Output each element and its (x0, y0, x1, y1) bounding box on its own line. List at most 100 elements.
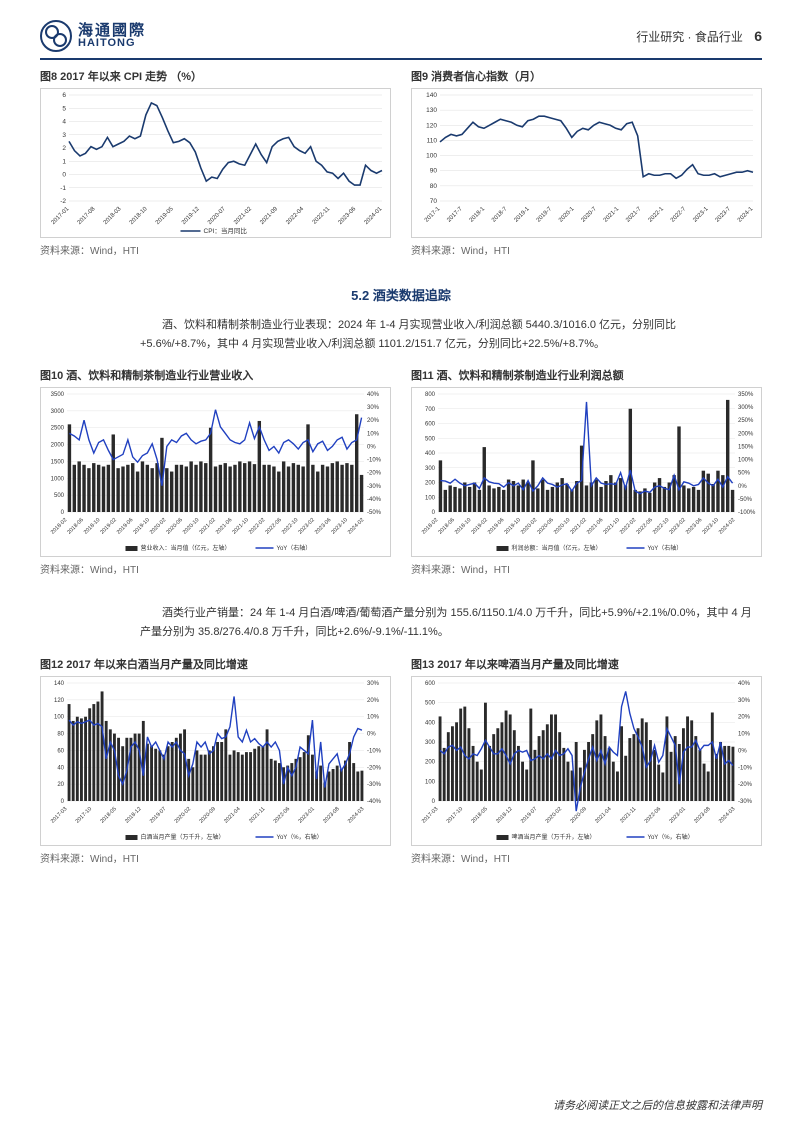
svg-text:50%: 50% (738, 471, 751, 477)
svg-text:4: 4 (62, 119, 66, 126)
svg-text:2020-02: 2020-02 (545, 806, 564, 825)
svg-text:20%: 20% (738, 714, 751, 720)
svg-text:2022-10: 2022-10 (652, 518, 671, 537)
svg-text:500: 500 (425, 437, 436, 443)
svg-text:6: 6 (62, 92, 66, 99)
svg-text:2017-7: 2017-7 (446, 206, 464, 224)
svg-text:2021-10: 2021-10 (602, 518, 621, 537)
svg-text:2020-02: 2020-02 (149, 518, 168, 537)
svg-text:2019-12: 2019-12 (181, 206, 201, 226)
svg-text:2017-08: 2017-08 (77, 206, 97, 226)
svg-text:2024-02: 2024-02 (718, 518, 737, 537)
svg-text:2019-07: 2019-07 (149, 806, 168, 825)
svg-text:10%: 10% (367, 432, 380, 438)
svg-text:60: 60 (57, 748, 64, 754)
svg-text:800: 800 (425, 392, 436, 398)
svg-text:600: 600 (425, 681, 436, 687)
svg-text:-30%: -30% (367, 782, 382, 788)
svg-text:2020-07: 2020-07 (207, 206, 227, 226)
svg-text:2021-02: 2021-02 (198, 518, 217, 537)
svg-text:2024-02: 2024-02 (347, 518, 366, 537)
svg-text:2023-08: 2023-08 (693, 806, 712, 825)
svg-text:100%: 100% (738, 458, 754, 464)
svg-text:10%: 10% (367, 714, 380, 720)
svg-text:140: 140 (426, 92, 437, 99)
svg-text:2023-7: 2023-7 (715, 206, 733, 224)
svg-text:-20%: -20% (367, 471, 382, 477)
svg-text:2022-06: 2022-06 (273, 806, 292, 825)
svg-text:-10%: -10% (738, 765, 753, 771)
svg-text:110: 110 (427, 137, 438, 144)
svg-text:300: 300 (425, 466, 436, 472)
fig13-source: 资料来源：Wind，HTI (411, 850, 762, 865)
svg-text:100: 100 (426, 153, 437, 160)
svg-text:400: 400 (425, 451, 436, 457)
fig10-source: 资料来源：Wind，HTI (40, 561, 391, 576)
svg-text:2020-02: 2020-02 (520, 518, 539, 537)
fig13-title: 图13 2017 年以来啤酒当月产量及同比增速 (411, 656, 762, 672)
svg-text:200%: 200% (738, 432, 754, 438)
svg-text:0%: 0% (738, 484, 747, 490)
svg-text:80: 80 (57, 731, 64, 737)
svg-text:2023-02: 2023-02 (297, 518, 316, 537)
svg-text:2020-7: 2020-7 (580, 206, 598, 224)
svg-text:营业收入：当月值（亿元，左轴）: 营业收入：当月值（亿元，左轴） (141, 544, 231, 552)
svg-text:2018-12: 2018-12 (495, 806, 514, 825)
svg-text:0%: 0% (367, 731, 376, 737)
svg-text:2022-10: 2022-10 (281, 518, 300, 537)
svg-text:2019-07: 2019-07 (520, 806, 539, 825)
para1-text: 酒、饮料和精制茶制造业行业表现：2024 年 1-4 月实现营业收入/利润总额 … (140, 319, 676, 350)
fig10-title: 图10 酒、饮料和精制茶制造业行业营业收入 (40, 367, 391, 383)
fig13-column: 图13 2017 年以来啤酒当月产量及同比增速 0100200300400500… (411, 656, 762, 865)
svg-text:2024-01: 2024-01 (364, 206, 384, 226)
svg-text:2019-06: 2019-06 (116, 518, 135, 537)
svg-text:30%: 30% (367, 405, 380, 411)
svg-text:-20%: -20% (738, 782, 753, 788)
svg-text:2017-10: 2017-10 (75, 806, 94, 825)
svg-text:400: 400 (425, 720, 436, 726)
svg-text:2022-06: 2022-06 (264, 518, 283, 537)
svg-text:2018-06: 2018-06 (66, 518, 85, 537)
svg-text:10%: 10% (738, 731, 751, 737)
svg-text:120: 120 (426, 122, 437, 129)
svg-text:2021-11: 2021-11 (248, 806, 266, 824)
svg-text:白酒当月产量（万千升，左轴）: 白酒当月产量（万千升，左轴） (141, 833, 225, 841)
page-header: 海通國際 HAITONG 行业研究 · 食品行业 6 (40, 20, 762, 60)
svg-text:2023-06: 2023-06 (314, 518, 333, 537)
svg-text:350%: 350% (738, 392, 754, 398)
svg-text:2018-10: 2018-10 (83, 518, 102, 537)
svg-text:2022-7: 2022-7 (670, 206, 688, 224)
svg-text:2018-10: 2018-10 (129, 206, 149, 226)
svg-text:30%: 30% (367, 681, 380, 687)
svg-text:2023-08: 2023-08 (322, 806, 341, 825)
svg-text:70: 70 (430, 198, 438, 205)
svg-text:2: 2 (62, 145, 66, 152)
svg-text:2023-10: 2023-10 (330, 518, 349, 537)
svg-text:1000: 1000 (51, 477, 65, 483)
svg-text:2022-02: 2022-02 (248, 518, 267, 537)
svg-text:2024-03: 2024-03 (347, 806, 366, 825)
svg-text:2020-06: 2020-06 (165, 518, 184, 537)
svg-text:90: 90 (430, 168, 438, 175)
svg-text:2022-02: 2022-02 (619, 518, 638, 537)
fig11-chart: 0100200300400500600700800-100%-50%0%50%1… (411, 387, 762, 557)
section-5-2-para1: 酒、饮料和精制茶制造业行业表现：2024 年 1-4 月实现营业收入/利润总额 … (40, 316, 762, 353)
svg-text:2021-02: 2021-02 (233, 206, 253, 226)
svg-text:YoY（%，右轴）: YoY（%，右轴） (648, 833, 694, 841)
svg-text:3500: 3500 (51, 392, 65, 398)
svg-text:2019-7: 2019-7 (536, 206, 554, 224)
fig10-column: 图10 酒、饮料和精制茶制造业行业营业收入 050010001500200025… (40, 367, 391, 576)
svg-text:2020-09: 2020-09 (198, 806, 217, 825)
page-footer: 请务必阅读正文之后的信息披露和法律声明 (553, 1097, 762, 1113)
svg-text:2024-1: 2024-1 (737, 206, 755, 224)
svg-text:2017-10: 2017-10 (446, 806, 465, 825)
svg-text:2019-02: 2019-02 (99, 518, 118, 537)
fig9-source: 资料来源：Wind，HTI (411, 242, 762, 257)
svg-text:0: 0 (62, 172, 66, 179)
svg-text:2019-06: 2019-06 (487, 518, 506, 537)
svg-text:2018-02: 2018-02 (421, 518, 440, 537)
fig12-column: 图12 2017 年以来白酒当月产量及同比增速 0204060801001201… (40, 656, 391, 865)
svg-text:0%: 0% (367, 445, 376, 451)
fig8-source: 资料来源：Wind，HTI (40, 242, 391, 257)
svg-text:2018-05: 2018-05 (470, 806, 489, 825)
